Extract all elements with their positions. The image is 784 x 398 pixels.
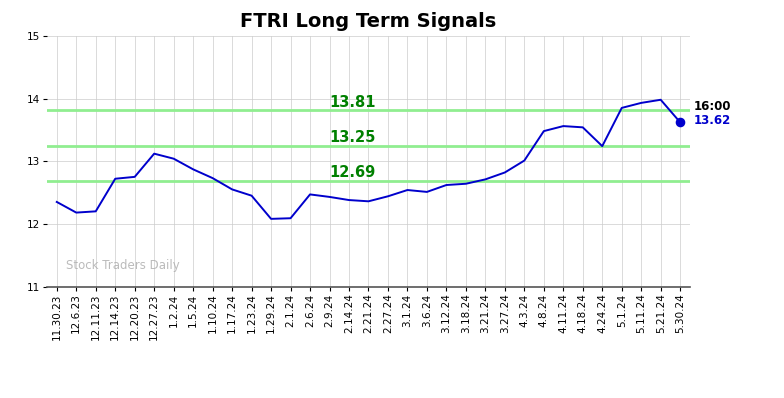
Text: 13.25: 13.25 (329, 130, 376, 145)
Text: 13.81: 13.81 (329, 95, 376, 110)
Point (674, 119, 687, 125)
Text: 12.69: 12.69 (329, 165, 376, 180)
Text: Stock Traders Daily: Stock Traders Daily (67, 259, 180, 272)
Text: 13.62: 13.62 (694, 114, 731, 127)
Title: FTRI Long Term Signals: FTRI Long Term Signals (241, 12, 496, 31)
Text: 16:00: 16:00 (694, 100, 731, 113)
